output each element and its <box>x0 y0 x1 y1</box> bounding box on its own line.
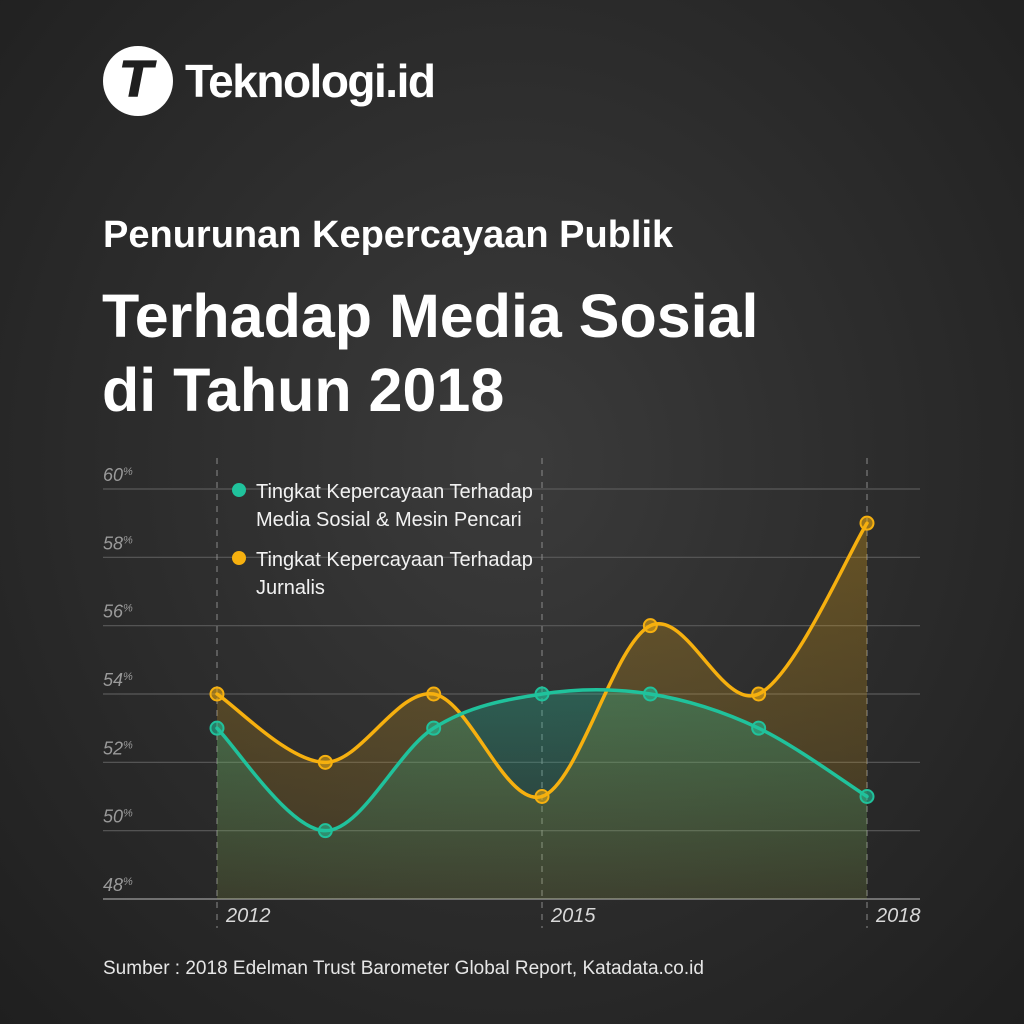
legend-dot-orange-icon <box>232 551 246 565</box>
legend-item-social-media: Tingkat Kepercayaan Terhadap Media Sosia… <box>232 478 586 534</box>
brand-logo-icon: T <box>103 46 173 116</box>
x-tick-label-2015: 2015 <box>550 905 596 927</box>
data-point-journalists-2012 <box>209 686 225 702</box>
y-tick-label-60: 60% <box>103 465 133 485</box>
legend-label-journalists: Tingkat Kepercayaan Terhadap Jurnalis <box>256 549 533 599</box>
brand-logo-letter: T <box>119 51 154 109</box>
y-tick-label-54: 54% <box>103 670 133 690</box>
legend-item-journalists: Tingkat Kepercayaan Terhadap Jurnalis <box>232 546 586 602</box>
data-point-journalists-2016 <box>642 618 658 634</box>
y-tick-label-58: 58% <box>103 533 133 553</box>
x-tick-label-2012: 2012 <box>225 905 271 927</box>
data-point-journalists-2017 <box>751 686 767 702</box>
title-line-2: Terhadap Media Sosial <box>102 282 759 350</box>
data-point-social-media-2015 <box>534 686 550 702</box>
data-point-journalists-2014 <box>426 686 442 702</box>
data-point-social-media-2018 <box>859 789 875 804</box>
data-point-social-media-2012 <box>209 720 225 736</box>
title-line-1: Penurunan Kepercayaan Publik <box>103 214 674 256</box>
data-point-social-media-2013 <box>317 823 333 839</box>
data-point-social-media-2016 <box>642 686 658 702</box>
source-note: Sumber : 2018 Edelman Trust Barometer Gl… <box>103 958 704 979</box>
y-tick-label-56: 56% <box>103 602 133 622</box>
brand-name: Teknologi.id <box>185 55 436 107</box>
brand: T Teknologi.id <box>103 46 436 116</box>
data-point-journalists-2013 <box>317 754 333 770</box>
data-point-journalists-2018 <box>859 515 875 531</box>
title-line-3: di Tahun 2018 <box>102 356 505 424</box>
legend-dot-teal-icon <box>232 483 246 497</box>
y-tick-label-50: 50% <box>103 807 133 827</box>
y-tick-label-48: 48% <box>103 875 133 895</box>
legend-label-social-media: Tingkat Kepercayaan Terhadap Media Sosia… <box>256 481 533 531</box>
chart-legend: Tingkat Kepercayaan Terhadap Media Sosia… <box>232 478 586 614</box>
data-point-social-media-2017 <box>751 720 767 736</box>
y-tick-label-52: 52% <box>103 738 133 758</box>
data-point-journalists-2015 <box>534 789 550 804</box>
x-tick-label-2018: 2018 <box>875 905 921 927</box>
data-point-social-media-2014 <box>426 720 442 736</box>
